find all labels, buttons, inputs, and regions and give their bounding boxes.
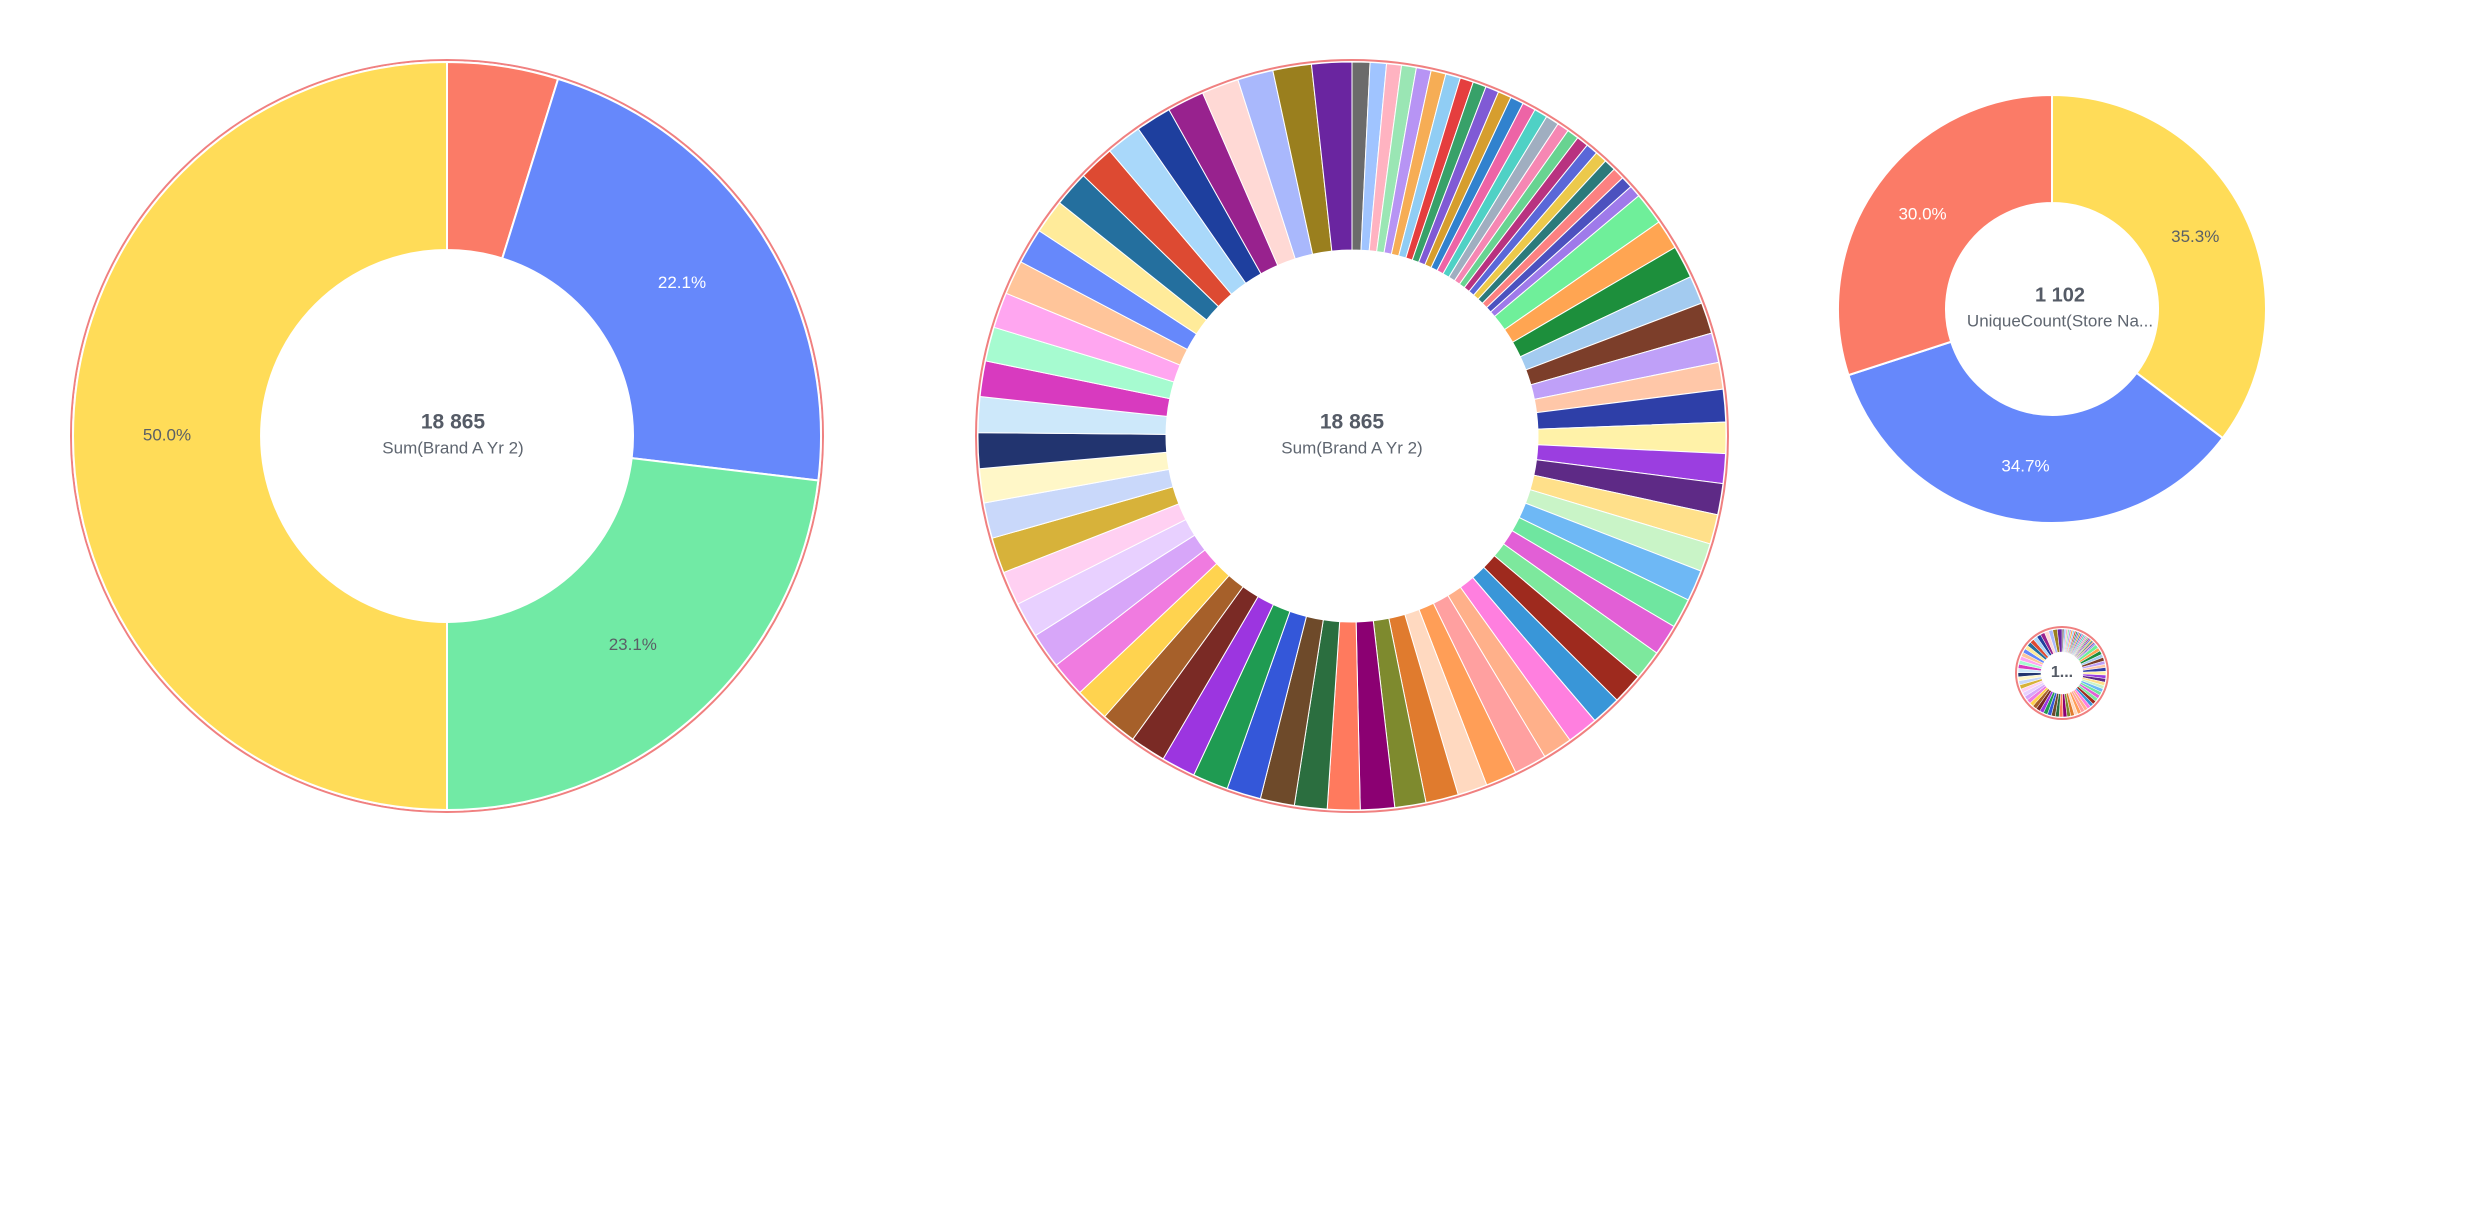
slices-group [1837,93,2267,524]
slice-label: 35.3% [2171,227,2219,246]
slice-labels-group: 22.1% 23.1% 50.0% [143,273,706,654]
donut-slice[interactable] [2056,628,2063,653]
slices-group [977,61,1727,811]
slice-label: 34.7% [2001,456,2049,475]
slice-label: 22.1% [658,273,706,292]
center-value: 1 102 [2035,284,2085,306]
donut-chart-1: 22.1% 23.1% 50.0% 18 865 Sum(Brand A Yr 2) [70,59,824,813]
donut-slice[interactable] [2051,93,2267,440]
center-value: 18 865 [1320,411,1385,434]
slices-group [72,60,822,812]
center-value: 1... [2051,664,2073,681]
donut-chart-2: 18 865 Sum(Brand A Yr 2) [975,59,1729,813]
slices-group [2017,628,2107,718]
center-label: Sum(Brand A Yr 2) [1281,438,1422,457]
center-label: UniqueCount(Store Na... [1967,311,2153,330]
donut-outline [70,59,824,813]
slice-label: 30.0% [1898,204,1946,223]
donut-slice[interactable] [1837,93,2053,377]
donut-slice[interactable] [1847,340,2225,524]
center-value: 18 865 [421,411,486,434]
donut-outline [975,59,1729,813]
donut-chart-4-mini: 1... [2015,626,2109,720]
donut-chart-3: 35.3% 34.7% 30.0% 1 102 UniqueCount(Store … [1837,93,2267,524]
slice-label: 50.0% [143,425,191,444]
center-label: Sum(Brand A Yr 2) [382,438,523,457]
slice-label: 23.1% [609,635,657,654]
donut-slice[interactable] [446,457,820,812]
donut-outline [2015,626,2109,720]
donut-slice[interactable] [1310,61,1353,252]
donut-slice[interactable] [72,60,448,812]
slice-labels-group: 35.3% 34.7% 30.0% [1898,204,2219,475]
donut-slice[interactable] [500,77,822,482]
